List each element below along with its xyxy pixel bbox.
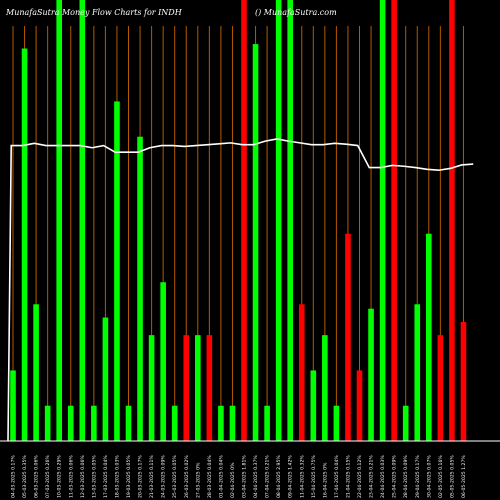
bar-up (102, 317, 109, 441)
bar-down (345, 233, 351, 441)
bar-up (56, 0, 62, 441)
bar-down (206, 335, 213, 441)
x-tick-label: 05-03-2025 0.35% (22, 455, 28, 498)
bar-up (229, 405, 236, 441)
bar-up (171, 405, 178, 441)
x-tick-label: 25-03-2025 0.05% (172, 455, 178, 498)
bar-up (287, 0, 293, 441)
x-tick-label: 19-03-2025 0.05% (126, 455, 132, 498)
x-tick-label: 15-04-2025 0.75% (311, 455, 317, 498)
bar-up (252, 44, 259, 441)
bar-down (460, 321, 467, 441)
bar-up (218, 405, 224, 441)
bar-up (79, 0, 86, 441)
bar-up (402, 405, 409, 441)
x-tick-label: 09-04-2025 1.42% (288, 455, 294, 498)
x-tick-label: 03-04-2025 1.81% (242, 455, 248, 498)
x-tick-label: 05-05-2025 0.05% (449, 455, 455, 498)
bar-up (264, 405, 270, 441)
chart-subtitle: () MunafaSutra.com (255, 8, 337, 17)
x-tick-label: 25-04-2025 0.09% (392, 455, 398, 498)
x-tick-label: 11-03-2025 0.06% (68, 455, 74, 498)
x-tick-label: 04-03-2025 0.17% (11, 455, 17, 498)
bar-up (368, 308, 374, 441)
bar-down (437, 335, 444, 441)
bar-up (44, 405, 51, 441)
x-tick-label: 07-03-2025 0.26% (45, 455, 51, 498)
bar-up (414, 304, 421, 441)
bar-down (298, 304, 305, 441)
bar-up (426, 233, 432, 441)
bar-up (333, 405, 340, 441)
x-tick-label: 27-03-2025 0% (195, 462, 201, 498)
chart-title: MunafaSutra Money Flow Charts for INDH (5, 8, 183, 17)
x-tick-label: 01-04-2025 0.04% (218, 455, 224, 498)
bar-up (160, 282, 166, 441)
bar-up (137, 136, 143, 441)
bar-down (183, 335, 190, 441)
x-tick-label: 08-04-2025 2.95% (276, 455, 282, 498)
x-tick-label: 06-05-2025 1.27% (461, 455, 467, 498)
x-tick-label: 13-03-2025 0.05% (91, 455, 97, 498)
bars (10, 0, 467, 442)
x-tick-label: 28-03-2025 0.04% (207, 455, 213, 498)
bar-up (195, 335, 201, 441)
bar-up (275, 0, 282, 441)
x-tick-label: 28-04-2025 0.09% (403, 455, 409, 498)
bar-up (67, 405, 74, 441)
x-tick-label: 30-04-2025 0.07% (426, 455, 432, 498)
bar-up (21, 48, 28, 441)
x-tick-label: 29-04-2025 0.17% (415, 455, 421, 498)
bar-down (241, 0, 247, 441)
x-tick-label: 23-04-2025 0.21% (369, 455, 375, 498)
x-tick-label: 26-03-2025 0.02% (184, 455, 190, 498)
bar-down (356, 370, 363, 441)
bar-up (148, 335, 155, 441)
x-tick-label: 16-04-2025 0% (322, 462, 328, 498)
bar-up (33, 304, 39, 441)
x-tick-label: 17-04-2025 0.04% (334, 455, 340, 498)
x-tick-label: 02-04-2025 0% (230, 462, 236, 498)
x-tick-label: 20-03-2025 0.17% (138, 455, 144, 498)
bar-up (10, 370, 16, 441)
bar-up (91, 405, 97, 441)
bar-down (391, 0, 397, 441)
x-tick-label: 18-03-2025 0.03% (114, 455, 120, 498)
x-tick-label: 17-03-2025 0.04% (103, 455, 109, 498)
x-tick-label: 22-04-2025 0.12% (357, 455, 363, 498)
x-tick-label: 21-03-2025 0.11% (149, 455, 155, 498)
bar-up (322, 335, 328, 441)
bar-up (125, 405, 132, 441)
x-tick-label: 04-04-2025 0.37% (253, 455, 259, 498)
x-tick-label: 10-03-2025 0.29% (57, 455, 63, 498)
price-line (7, 138, 474, 442)
price-line-layer (7, 138, 474, 442)
x-tick-label: 02-05-2025 0.16% (438, 455, 444, 498)
x-tick-label: 06-03-2025 0.06% (34, 455, 40, 498)
bar-up (310, 370, 317, 441)
x-tick-labels: 04-03-2025 0.17% 05-03-2025 0.35% 06-03-20… (11, 455, 467, 498)
bar-up (114, 101, 120, 442)
x-tick-label: 24-03-2025 0.09% (161, 455, 167, 498)
x-tick-label: 21-04-2025 0.15% (345, 455, 351, 498)
bar-down (449, 0, 455, 441)
x-tick-label: 24-04-2025 0.03% (380, 455, 386, 498)
x-tick-label: 07-04-2025 0.21% (265, 455, 271, 498)
x-tick-label: 11-04-2025 0.32% (299, 455, 305, 498)
bar-up (379, 0, 386, 441)
x-tick-label: 12-03-2025 0.06% (80, 455, 86, 498)
